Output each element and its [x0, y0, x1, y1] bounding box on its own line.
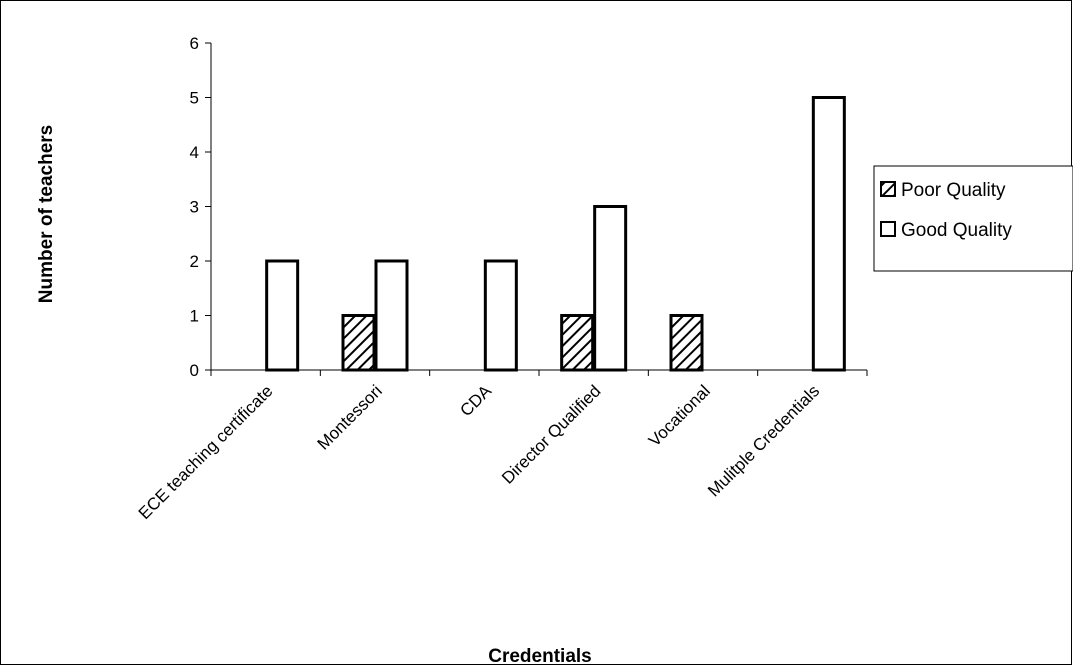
y-tick-label: 5	[190, 89, 199, 108]
bar-good-quality-cda	[483, 259, 518, 372]
x-tick-label: Vocational	[645, 381, 714, 450]
bar-poor-quality-vocational	[669, 314, 704, 372]
legend-label-poor-quality: Poor Quality	[901, 180, 1006, 201]
legend: Poor Quality Good Quality	[873, 165, 1073, 272]
legend-box	[873, 165, 1073, 272]
bar-good-quality-mulitple-credentials	[811, 96, 846, 372]
y-tick-label: 4	[190, 143, 199, 162]
x-tick-label: Montessori	[314, 381, 386, 453]
x-axis-title: Credentials	[488, 646, 591, 666]
bar-good-quality-montessori	[374, 259, 409, 372]
plot-area: 0 1 2 3 4 5 6 ECE teaching certificate Montessor…	[135, 34, 868, 523]
y-tick-label: 2	[190, 252, 199, 271]
bar-poor-quality-montessori	[341, 314, 376, 372]
x-tick-label: Mulitple Credentials	[704, 381, 823, 500]
x-tick-label: ECE teaching certificate	[135, 381, 277, 523]
legend-swatch-good-quality	[880, 221, 896, 237]
y-tick-label: 1	[190, 307, 199, 326]
bar-good-quality-director-qualified	[593, 205, 628, 372]
bar-good-quality-ece-teaching-certificate	[265, 259, 300, 372]
y-tick-label: 0	[190, 361, 199, 380]
y-tick-label: 6	[190, 34, 199, 53]
x-tick-label: Director Qualified	[498, 381, 604, 487]
legend-swatch-poor-quality	[880, 181, 896, 197]
legend-label-good-quality: Good Quality	[901, 220, 1012, 241]
y-tick-label: 3	[190, 198, 199, 217]
y-axis-title: Number of teachers	[36, 125, 57, 303]
x-tick-label: CDA	[456, 381, 495, 420]
bar-poor-quality-director-qualified	[560, 314, 595, 372]
